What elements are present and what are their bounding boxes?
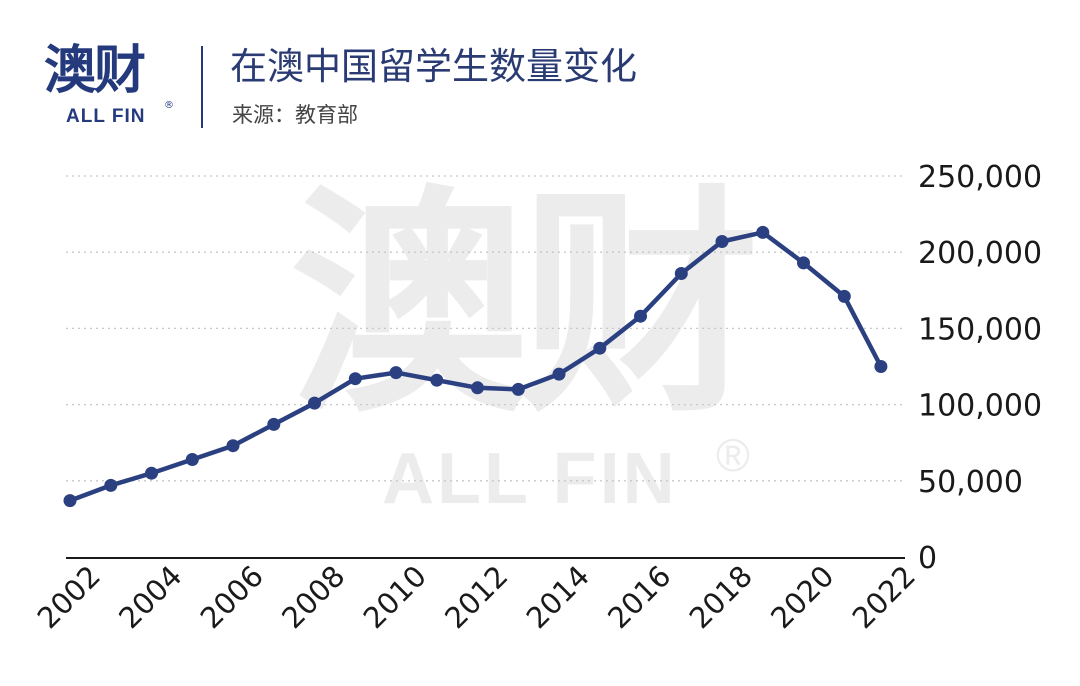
x-tick-label: 2016 (601, 559, 677, 635)
data-point (267, 417, 281, 431)
chart-title: 在澳中国留学生数量变化 (230, 45, 637, 88)
data-point (185, 453, 199, 466)
x-axis-tick-labels: 2002 2004 2006 2008 2010 2012 2014 2016 2018 2020… (31, 559, 922, 635)
data-point (308, 396, 321, 410)
header-divider (201, 46, 203, 128)
gridlines (66, 175, 905, 482)
data-point (837, 289, 851, 303)
data-point (593, 341, 607, 355)
y-tick-label: 100,000 (918, 389, 1042, 424)
x-tick-label: 2018 (683, 559, 759, 635)
y-tick-label: 0 (918, 541, 937, 576)
data-series (63, 225, 888, 508)
x-tick-label: 2010 (357, 559, 433, 635)
data-point (715, 235, 729, 248)
y-tick-label: 250,000 (918, 160, 1042, 195)
data-point (226, 439, 240, 453)
x-tick-label: 2022 (846, 559, 922, 635)
allfin-logo: 澳财 ALL FIN ® (44, 40, 174, 132)
data-point (511, 382, 525, 396)
x-tick-label: 2014 (520, 559, 596, 635)
watermark-english: ALL FIN (382, 439, 678, 519)
x-tick-label: 2020 (764, 559, 840, 635)
x-tick-label: 2008 (275, 559, 351, 635)
data-point (104, 478, 118, 492)
watermark-chinese: 澳财 (290, 165, 760, 445)
y-tick-label: 200,000 (918, 236, 1042, 271)
data-point (348, 372, 362, 386)
data-point (430, 373, 444, 387)
header: 澳财 ALL FIN ® 在澳中国留学生数量变化 来源：教育部 (0, 0, 1080, 140)
data-point (552, 367, 566, 381)
y-axis-tick-labels: 0 50,000 100,000 150,000 200,000 250,000 (918, 160, 1042, 576)
data-point (756, 225, 770, 239)
data-point (634, 309, 647, 323)
chart-source: 来源：教育部 (232, 103, 358, 127)
data-point (145, 466, 158, 480)
x-tick-label: 2006 (194, 559, 270, 635)
data-point (389, 366, 403, 380)
registered-mark: ® (164, 100, 174, 111)
data-point (63, 494, 77, 508)
data-point (797, 256, 810, 270)
data-point (874, 360, 888, 373)
logo-english-text: ALL FIN (66, 106, 146, 127)
logo-chinese-text: 澳财 (44, 41, 146, 101)
x-tick-label: 2012 (438, 559, 514, 635)
y-tick-label: 150,000 (918, 312, 1042, 347)
x-tick-label: 2004 (112, 559, 188, 635)
data-point (471, 381, 484, 395)
x-tick-label: 2002 (31, 559, 107, 635)
watermark-registered-mark: ® (716, 429, 750, 481)
data-point (674, 267, 688, 280)
y-tick-label: 50,000 (918, 465, 1023, 500)
